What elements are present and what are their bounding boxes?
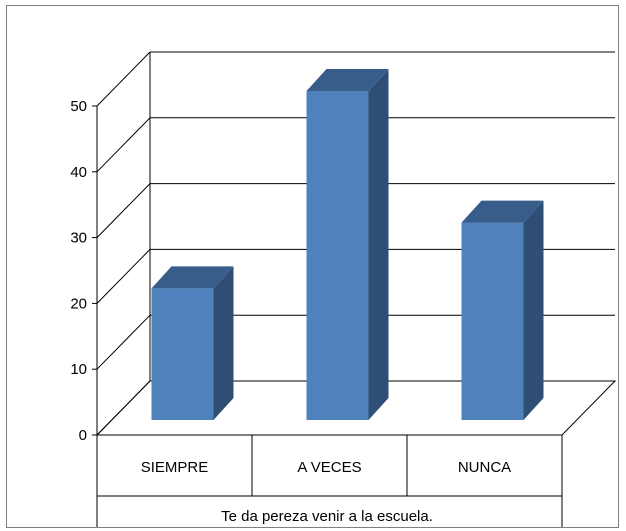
gridline-side: [96, 117, 151, 173]
bar-front: [306, 91, 369, 420]
y-tick-label: 20: [70, 295, 87, 312]
bar-top: [306, 69, 389, 91]
bar-front: [151, 288, 214, 420]
x-category-label: NUNCA: [458, 459, 511, 476]
axes: [92, 105, 563, 527]
bar-top: [461, 200, 544, 223]
bar-side: [368, 69, 389, 420]
y-tick-label: 30: [70, 230, 87, 247]
bars: [151, 69, 544, 420]
y-tick-labels: 0 10 20 30 40 50: [70, 98, 87, 444]
x-category-label: SIEMPRE: [141, 459, 209, 476]
gridline-side: [96, 249, 151, 304]
y-tick-label: 10: [70, 361, 87, 378]
gridline-side: [96, 183, 151, 238]
bar: [306, 69, 389, 420]
gridline-side: [96, 51, 151, 107]
x-category-labels: SIEMPRE A VECES NUNCA: [141, 459, 511, 476]
bar-side: [213, 266, 234, 420]
bar-front: [461, 222, 524, 420]
y-tick-label: 50: [70, 98, 87, 115]
x-category-label: A VECES: [297, 459, 361, 476]
bar-top: [151, 266, 234, 289]
y-tick-label: 40: [70, 164, 87, 181]
gridline-side: [96, 314, 151, 370]
bar: [151, 266, 234, 420]
x-axis-title: Te da pereza venir a la escuela.: [221, 508, 433, 525]
bar-side: [523, 200, 544, 420]
bar: [461, 200, 544, 420]
y-tick-label: 0: [79, 427, 87, 444]
